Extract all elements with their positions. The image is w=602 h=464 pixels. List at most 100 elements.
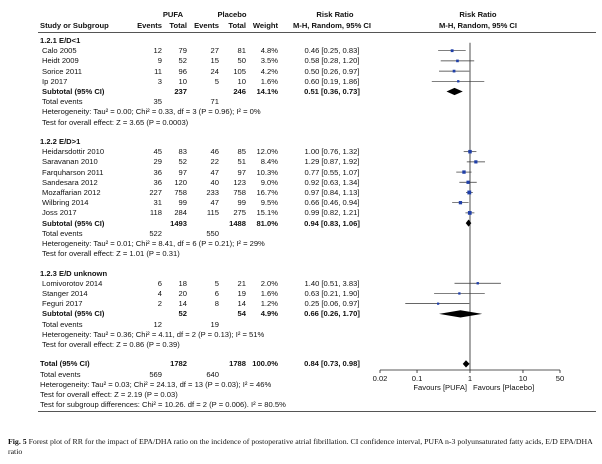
favours-left-label: Favours [PUFA] [413, 383, 467, 392]
total-placebo: 275 [233, 208, 246, 218]
total-placebo: 81 [237, 46, 246, 56]
total-pufa: 120 [174, 177, 187, 187]
events-placebo: 8 [214, 299, 219, 309]
study-name: Heidt 2009 [42, 56, 79, 66]
total-placebo: 21 [237, 278, 246, 288]
header-placebo: Placebo [217, 10, 247, 19]
caption-label: Fig. 5 [8, 437, 27, 446]
total-placebo: 97 [237, 167, 246, 177]
total-pufa: 284 [174, 208, 187, 218]
subtotal-weight: 4.9% [260, 309, 278, 319]
events-placebo: 5 [214, 278, 219, 288]
weight: 8.4% [260, 157, 278, 167]
forest-plot: 0.02 0.1 1 10 50 Favours [PUFA] Favours [Place… [373, 42, 564, 392]
total-pufa: 20 [178, 288, 187, 298]
events-pufa: 29 [153, 157, 162, 167]
events-placebo: 15 [210, 56, 219, 66]
x-tick-label: 0.1 [412, 374, 423, 383]
subgroup-title: 1.2.2 E/D>1 [40, 136, 81, 146]
events-pufa: 36 [153, 177, 162, 187]
total-pufa: 96 [178, 66, 187, 76]
effect-marker [476, 282, 479, 285]
total-events-pufa: 12 [153, 319, 162, 329]
total-events-label: Total events [42, 97, 83, 107]
total-events-placebo: 19 [210, 319, 219, 329]
total-placebo: 51 [237, 157, 246, 167]
total-placebo: 14 [237, 299, 246, 309]
total-heterogeneity-text: Heterogeneity: Tau² = 0.03; Chi² = 24.13… [40, 379, 272, 389]
total-placebo: 10 [237, 76, 246, 86]
effect-marker [462, 170, 466, 174]
events-pufa: 227 [149, 187, 162, 197]
events-placebo: 115 [206, 208, 219, 218]
events-placebo: 233 [206, 187, 219, 197]
header-risk-ratio-plot: Risk Ratio [459, 10, 497, 19]
x-tick-label: 0.02 [373, 374, 388, 383]
risk-ratio-ci: 1.29 [0.87, 1.92] [304, 157, 360, 167]
header-events-placebo: Events [194, 21, 219, 30]
effect-marker [458, 292, 461, 295]
total-placebo: 105 [233, 66, 246, 76]
total-events-label: Total events [42, 319, 83, 329]
total-pufa: 758 [174, 187, 187, 197]
header-method: M-H, Random, 95% CI [292, 21, 372, 30]
header-rule [38, 32, 596, 33]
total-pufa: 97 [178, 167, 187, 177]
total-pufa: 79 [178, 46, 187, 56]
subtotal-label: Subtotal (95% CI) [42, 309, 105, 319]
study-name: Sandesara 2012 [42, 177, 98, 187]
total-placebo: 50 [237, 56, 246, 66]
subtotal-total-pufa: 52 [178, 309, 187, 319]
study-name: Stanger 2014 [42, 288, 88, 298]
events-placebo: 40 [210, 177, 219, 187]
header-weight: Weight [252, 21, 278, 30]
total-pufa: 14 [178, 299, 187, 309]
events-placebo: 46 [210, 147, 219, 157]
heterogeneity-text: Heterogeneity: Tau² = 0.01; Chi² = 8.41,… [42, 238, 265, 248]
header-risk-ratio: Risk Ratio [316, 10, 354, 19]
study-name: Wilbring 2014 [42, 198, 89, 208]
subtotal-total-placebo: 246 [233, 87, 246, 96]
weight: 9.5% [260, 198, 278, 208]
subtotal-weight: 81.0% [256, 218, 278, 228]
risk-ratio-ci: 0.50 [0.26, 0.97] [304, 66, 360, 76]
total-label: Total (95% CI) [40, 359, 90, 369]
events-placebo: 47 [210, 198, 219, 208]
weight: 9.0% [260, 177, 278, 187]
effect-marker [468, 149, 472, 154]
study-name: Farquharson 2011 [42, 167, 104, 177]
total-pufa: 10 [178, 76, 187, 86]
events-pufa: 36 [153, 167, 162, 177]
events-placebo: 24 [210, 66, 219, 76]
study-name: Ip 2017 [42, 76, 68, 86]
subtotal-ci: 0.66 [0.26, 1.70] [304, 309, 360, 319]
summary-diamond [446, 87, 463, 96]
subtotal-total-placebo: 54 [237, 309, 246, 319]
events-placebo: 27 [210, 46, 219, 56]
effect-marker [457, 80, 460, 83]
total-events-pufa: 35 [153, 97, 162, 107]
heterogeneity-text: Heterogeneity: Tau² = 0.00; Chi² = 0.33,… [42, 107, 261, 117]
total-placebo: 123 [233, 177, 246, 187]
risk-ratio-ci: 0.25 [0.06, 0.97] [304, 299, 360, 309]
weight: 3.5% [260, 56, 278, 66]
weight: 4.2% [260, 66, 278, 76]
weight: 16.7% [256, 187, 278, 197]
favours-right-label: Favours [Placebo] [473, 383, 534, 392]
subgroup-title: 1.2.1 E/D<1 [40, 36, 81, 45]
effect-marker [452, 69, 456, 73]
total-events-pufa: 569 [149, 369, 162, 379]
total-placebo: 85 [237, 147, 246, 157]
total-events-label: Total events [42, 228, 83, 238]
subtotal-ci: 0.51 [0.36, 0.73] [304, 87, 360, 96]
events-pufa: 6 [157, 278, 162, 288]
study-name: Lomivorotov 2014 [42, 278, 103, 288]
total-pufa: 99 [178, 198, 187, 208]
header-total-pufa: Total [169, 21, 187, 30]
events-placebo: 6 [214, 288, 219, 298]
events-pufa: 9 [157, 56, 162, 66]
total-pufa: 52 [178, 157, 187, 167]
total-overall-effect-text: Test for overall effect: Z = 2.19 (P = 0… [40, 389, 178, 399]
total-events-pufa: 522 [149, 228, 162, 238]
